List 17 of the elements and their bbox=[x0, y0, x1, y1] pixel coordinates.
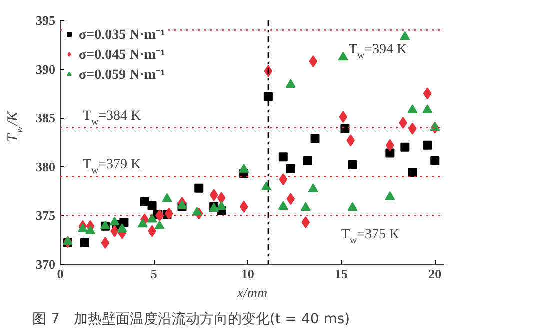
x-tick-label: 0 bbox=[57, 266, 64, 282]
x-tick-label: 20 bbox=[428, 266, 442, 282]
y-tick-label: 380 bbox=[36, 159, 56, 174]
y-tick-label: 370 bbox=[36, 257, 56, 272]
y-tick-label: 375 bbox=[36, 208, 56, 224]
legend-label: σ=0.045 N·m⁻¹ bbox=[79, 47, 166, 64]
x-tick-label: 10 bbox=[241, 266, 254, 282]
y-tick-label: 390 bbox=[36, 62, 56, 77]
x-tick-label: 15 bbox=[334, 266, 348, 282]
y-tick-label: 395 bbox=[36, 13, 56, 28]
text: 图 7 加热壁面温度沿流动方向的变化(t = 40 ms) bbox=[32, 312, 350, 328]
legend-label: σ=0.059 N·m⁻¹ bbox=[79, 67, 166, 84]
legend-label: σ=0.035 N·m⁻¹ bbox=[79, 27, 166, 44]
y-tick-label: 385 bbox=[36, 110, 56, 126]
x-axis-title: x/mm bbox=[236, 286, 268, 302]
y-axis-title: Tw/K bbox=[6, 110, 26, 142]
x-tick-label: 5 bbox=[150, 266, 158, 282]
